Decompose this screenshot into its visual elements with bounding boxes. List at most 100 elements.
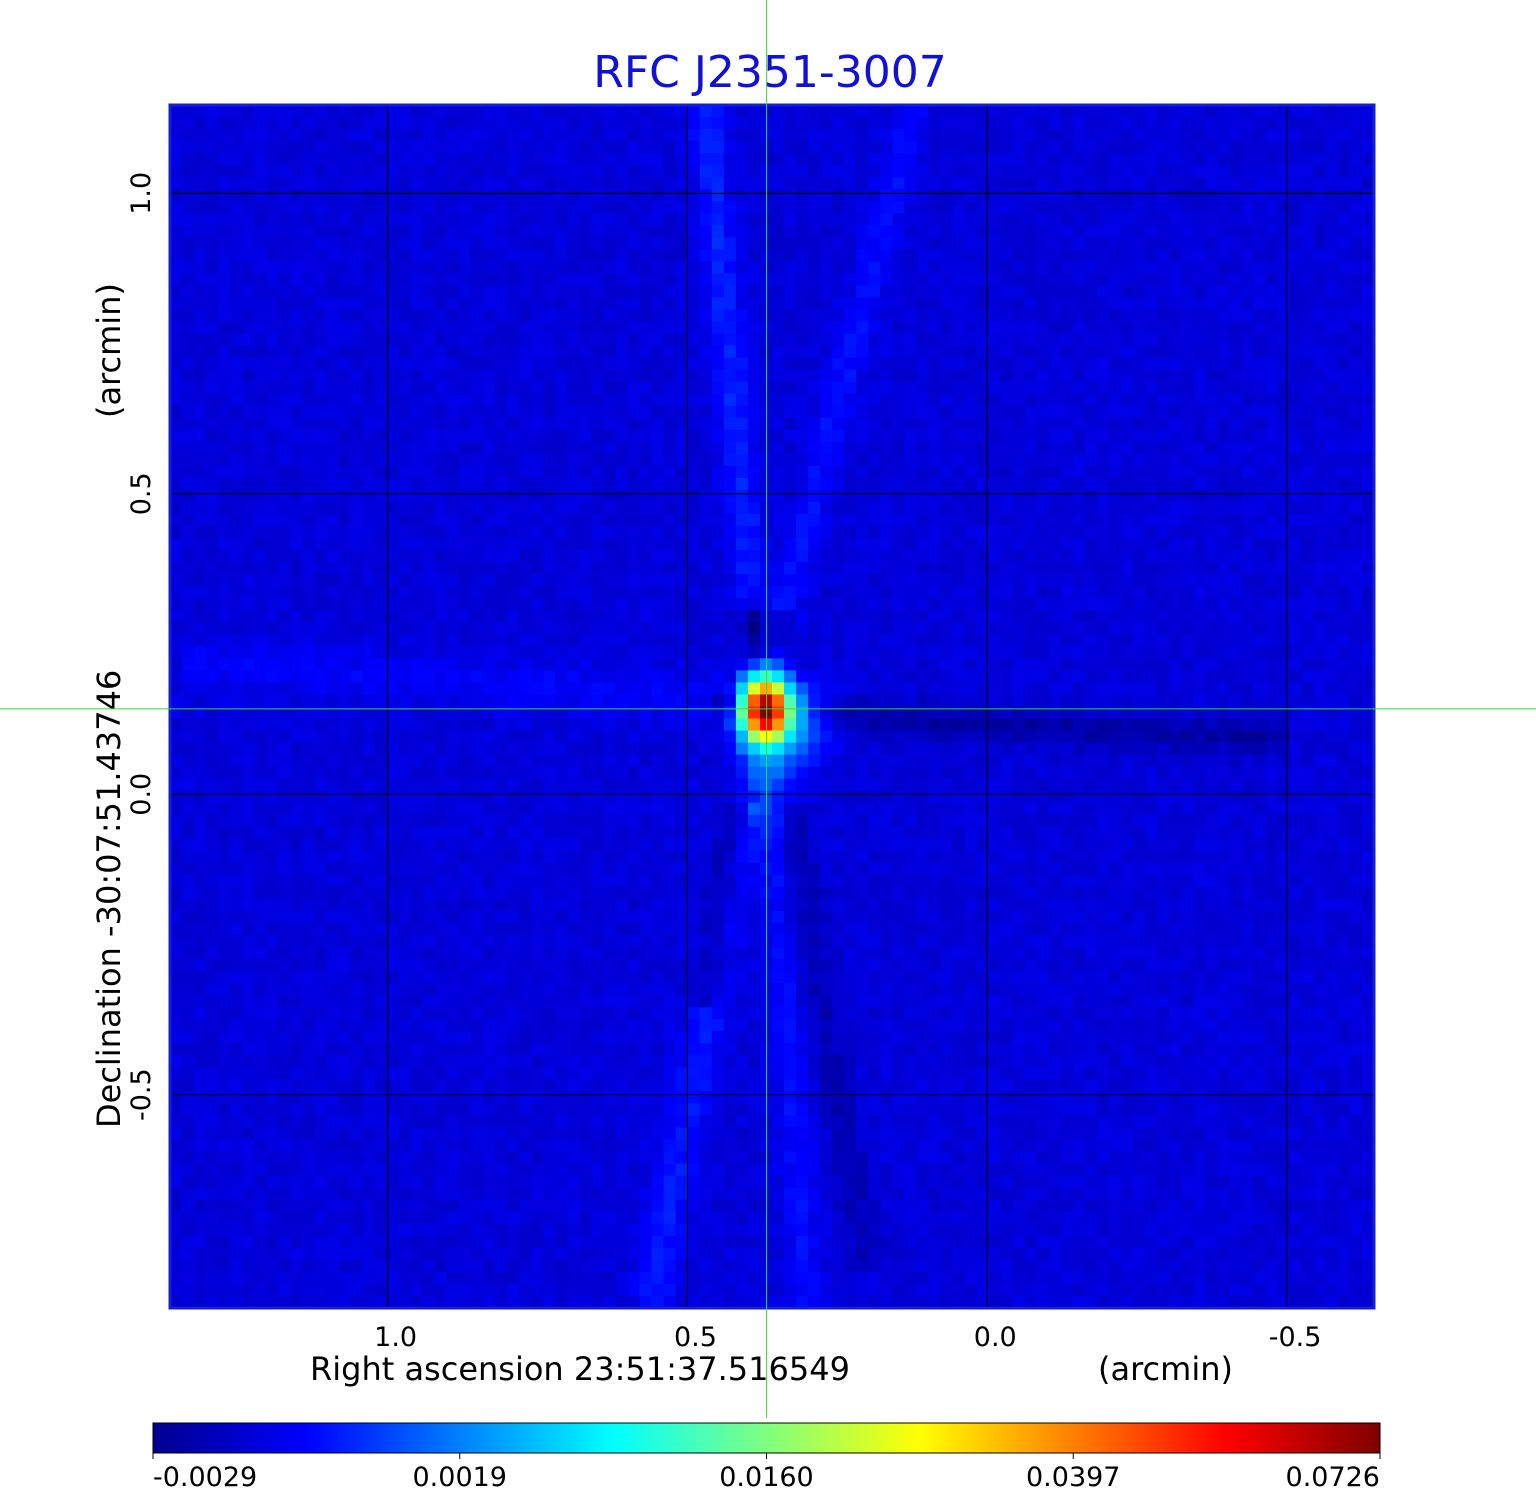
heatmap-cell — [1036, 538, 1050, 551]
heatmap-cell — [483, 333, 496, 347]
heatmap-cell — [1085, 261, 1098, 275]
heatmap-cell — [687, 129, 701, 142]
heatmap-cell — [410, 417, 424, 431]
heatmap-cell — [856, 501, 869, 515]
heatmap-cell — [1036, 670, 1050, 684]
heatmap-cell — [170, 514, 183, 527]
heatmap-cell — [1349, 213, 1363, 226]
heatmap-cell — [579, 465, 592, 479]
heatmap-cell — [507, 670, 520, 684]
heatmap-cell — [471, 393, 484, 407]
heatmap-cell — [844, 177, 857, 190]
heatmap-cell — [1097, 285, 1110, 299]
heatmap-cell — [519, 381, 532, 395]
heatmap-cell — [639, 658, 653, 672]
heatmap-cell — [615, 550, 629, 563]
heatmap-cell — [663, 646, 677, 659]
heatmap-cell — [675, 141, 689, 154]
heatmap-cell — [519, 153, 532, 166]
heatmap-cell — [1301, 237, 1315, 250]
heatmap-cell — [1181, 201, 1194, 214]
heatmap-cell — [458, 213, 472, 226]
heatmap-cell — [747, 381, 761, 395]
heatmap-cell — [820, 309, 833, 323]
heatmap-cell — [1036, 249, 1050, 262]
heatmap-cell — [844, 622, 857, 635]
heatmap-cell — [1145, 477, 1158, 491]
heatmap-cell — [386, 562, 400, 575]
heatmap-cell — [1133, 117, 1146, 130]
heatmap-cell — [1097, 477, 1110, 491]
heatmap-cell — [988, 682, 1002, 696]
heatmap-cell — [182, 333, 195, 347]
heatmap-cell — [880, 105, 893, 118]
heatmap-cell — [1000, 405, 1014, 419]
heatmap-cell — [170, 225, 183, 238]
heatmap-cell — [699, 201, 713, 214]
heatmap-cell — [519, 261, 532, 275]
heatmap-cell — [266, 381, 279, 395]
heatmap-cell — [772, 129, 785, 142]
heatmap-cell — [555, 477, 568, 491]
heatmap-cell — [675, 429, 689, 443]
heatmap-cell — [579, 634, 592, 647]
heatmap-cell — [1085, 249, 1098, 262]
heatmap-cell — [735, 453, 749, 467]
heatmap-cell — [844, 574, 857, 587]
heatmap-cell — [916, 357, 930, 371]
heatmap-cell — [1024, 177, 1038, 190]
heatmap-cell — [194, 165, 207, 178]
heatmap-cell — [663, 393, 677, 407]
heatmap-cell — [928, 261, 942, 275]
heatmap-cell — [1169, 405, 1182, 419]
heatmap-cell — [1048, 622, 1062, 635]
heatmap-cell — [543, 393, 556, 407]
heatmap-cell — [916, 670, 930, 684]
heatmap-cell — [1085, 694, 1098, 708]
heatmap-cell — [1133, 670, 1146, 684]
heatmap-cell — [832, 165, 845, 178]
heatmap-cell — [1073, 682, 1086, 696]
heatmap-cell — [362, 309, 376, 323]
heatmap-cell — [1253, 225, 1267, 238]
heatmap-cell — [194, 694, 207, 708]
heatmap-cell — [543, 129, 556, 142]
heatmap-cell — [1265, 598, 1279, 611]
heatmap-cell — [1301, 562, 1315, 575]
heatmap-cell — [916, 153, 930, 166]
heatmap-cell — [483, 165, 496, 178]
heatmap-cell — [1361, 622, 1375, 635]
heatmap-cell — [1000, 441, 1014, 455]
heatmap-cell — [1289, 477, 1303, 491]
heatmap-cell — [808, 285, 821, 299]
heatmap-cell — [326, 670, 340, 684]
heatmap-cell — [627, 249, 641, 262]
heatmap-cell — [1241, 129, 1255, 142]
heatmap-cell — [434, 610, 448, 623]
heatmap-cell — [302, 309, 316, 323]
heatmap-cell — [1289, 538, 1303, 551]
heatmap-cell — [868, 586, 881, 599]
heatmap-cell — [892, 141, 906, 154]
heatmap-cell — [483, 610, 496, 623]
heatmap-cell — [1181, 225, 1194, 238]
heatmap-cell — [314, 610, 328, 623]
heatmap-cell — [531, 189, 544, 202]
heatmap-cell — [892, 117, 906, 130]
heatmap-cell — [519, 273, 532, 287]
heatmap-cell — [904, 453, 918, 467]
heatmap-cell — [1000, 249, 1014, 262]
heatmap-cell — [844, 658, 857, 672]
heatmap-cell — [1205, 682, 1219, 696]
heatmap-cell — [892, 393, 906, 407]
heatmap-cell — [844, 357, 857, 371]
heatmap-cell — [254, 550, 267, 563]
heatmap-cell — [699, 670, 713, 684]
heatmap-cell — [1301, 345, 1315, 359]
heatmap-cell — [1085, 477, 1098, 491]
heatmap-cell — [290, 658, 304, 672]
heatmap-cell — [1205, 405, 1219, 419]
heatmap-cell — [1133, 165, 1146, 178]
heatmap-cell — [844, 598, 857, 611]
heatmap-cell — [302, 321, 316, 335]
